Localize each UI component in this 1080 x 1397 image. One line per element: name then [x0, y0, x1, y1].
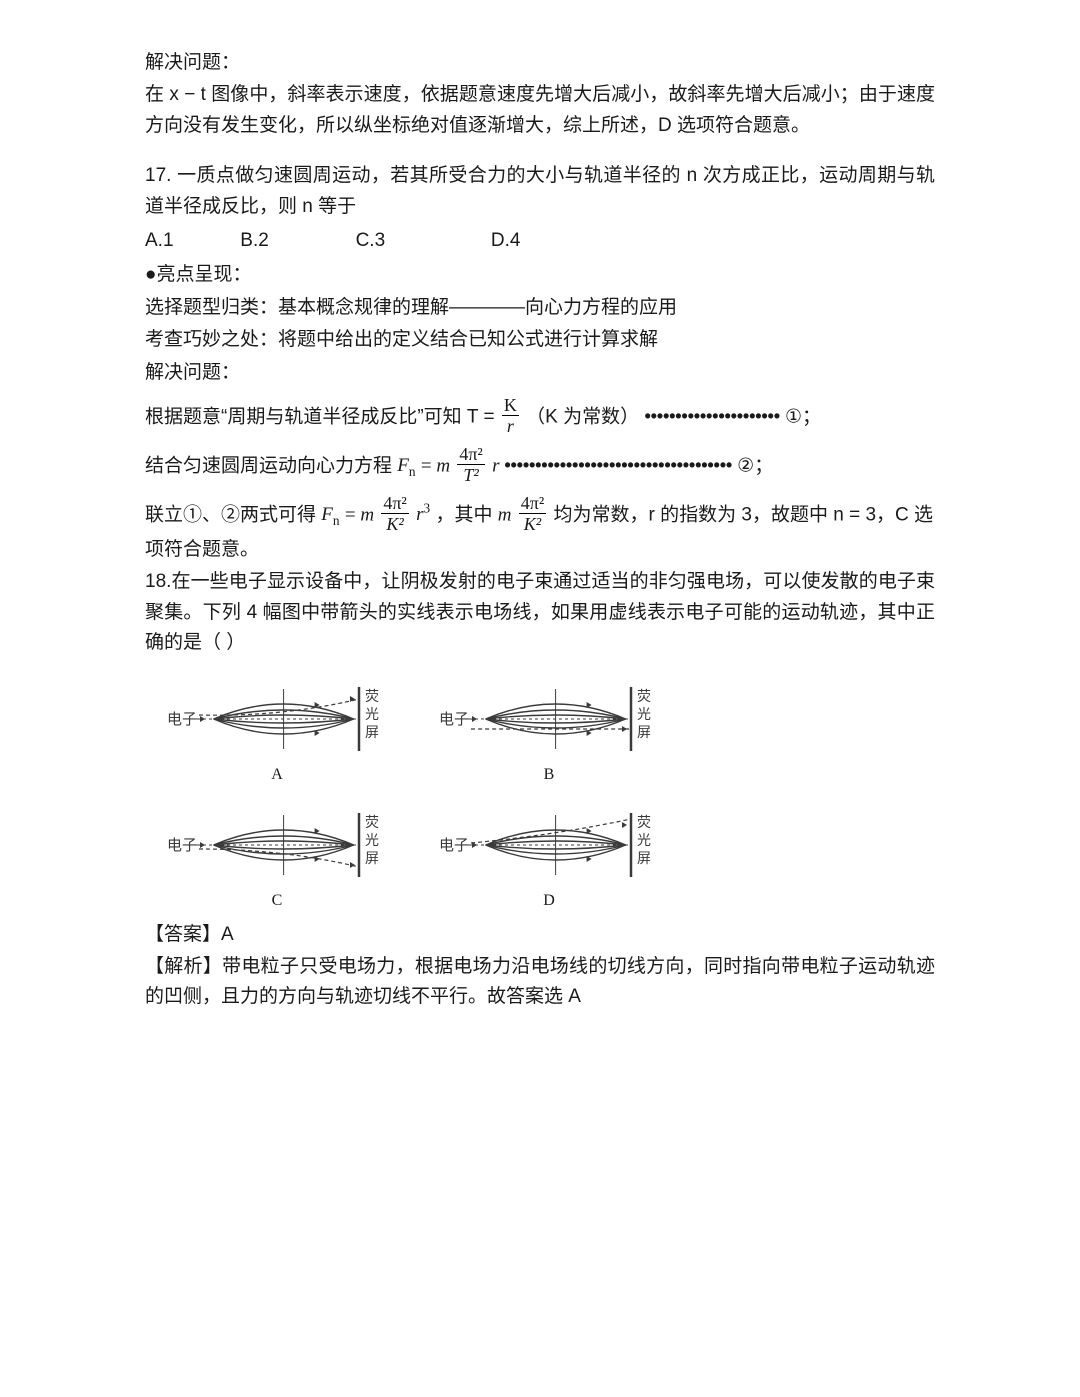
- analysis-text: 带电粒子只受电场力，根据电场力沿电场线的切线方向，同时指向带电粒子运动轨迹的凹侧…: [145, 956, 935, 1007]
- dots: •••••••••••••••••••••••••••••••••••••: [504, 455, 732, 476]
- svg-text:光: 光: [365, 707, 379, 723]
- svg-text:屏: 屏: [637, 726, 651, 741]
- q18-stem: 18.在一些电子显示设备中，让阴极发射的电子束通过适当的非匀强电场，可以使发散的…: [145, 567, 935, 658]
- svg-text:荧: 荧: [637, 814, 651, 831]
- svg-text:电子: 电子: [439, 711, 469, 728]
- figure-cell: 电子 荧光屏 C: [153, 800, 401, 914]
- q17-opt-a: A.1: [145, 226, 235, 256]
- q17-options: A.1 B.2 C.3 D.4: [145, 226, 935, 256]
- figure-label: B: [544, 762, 555, 788]
- r-cubed: r3: [416, 504, 430, 525]
- q17-line1-post: （K 为常数）: [526, 406, 639, 427]
- figure-label: A: [271, 762, 283, 788]
- q17-solve-label: 解决问题：: [145, 358, 935, 388]
- section-a-heading: 解决问题：: [145, 48, 935, 78]
- q17-line2-pre: 结合匀速圆周运动向心力方程: [145, 455, 392, 476]
- q18-figures: 电子荧光屏A电子荧光屏B电子荧光屏C电子荧光屏D: [153, 674, 673, 913]
- svg-text:屏: 屏: [637, 852, 651, 867]
- q17-line3-frac1: 4π² K²: [381, 494, 408, 533]
- page: 解决问题： 在 x − t 图像中，斜率表示速度，依据题意速度先增大后减小，故斜…: [0, 0, 1080, 1397]
- svg-text:电子: 电子: [439, 837, 469, 854]
- q17-line2-circ: ②；: [737, 455, 773, 476]
- q17-line3-frac2: 4π² K²: [519, 494, 546, 533]
- q17-stem: 17. 一质点做匀速圆周运动，若其所受合力的大小与轨道半径的 n 次方成正比，运…: [145, 161, 935, 222]
- fn-symbol: Fn: [397, 455, 415, 476]
- q17-line2-frac: 4π² T²: [457, 445, 484, 484]
- q18-answer-row: 【答案】A: [145, 920, 935, 950]
- svg-text:荧: 荧: [365, 814, 379, 831]
- svg-text:电子: 电子: [167, 711, 197, 728]
- figure-label: D: [543, 888, 555, 914]
- q17-opt-d: D.4: [491, 226, 521, 256]
- figure-cell: 电子 荧光屏 D: [425, 800, 673, 914]
- q17-line1-pre: 根据题意“周期与轨道半径成反比”可知 T =: [145, 406, 495, 427]
- figure-cell: 电子 荧光屏 B: [425, 674, 673, 788]
- q17-line3: 联立①、②两式可得 Fn = m 4π² K² r3 ，其中 m 4π² K² …: [145, 496, 935, 535]
- q17-line3-pre: 联立①、②两式可得: [145, 504, 316, 525]
- q17-line1: 根据题意“周期与轨道半径成反比”可知 T = K r （K 为常数） •••••…: [145, 398, 935, 437]
- fn-symbol: Fn: [321, 504, 339, 525]
- field-diagram-svg: 电子 荧光屏: [167, 800, 387, 890]
- analysis-label: 【解析】: [145, 956, 222, 977]
- q17-opt-b: B.2: [240, 226, 350, 256]
- field-diagram-svg: 电子 荧光屏: [167, 674, 387, 764]
- answer-value: A: [221, 924, 234, 945]
- svg-text:屏: 屏: [365, 726, 379, 741]
- svg-text:荧: 荧: [637, 688, 651, 705]
- field-diagram-svg: 电子 荧光屏: [439, 800, 659, 890]
- section-a-body: 在 x − t 图像中，斜率表示速度，依据题意速度先增大后减小，故斜率先增大后减…: [145, 80, 935, 141]
- svg-text:屏: 屏: [365, 852, 379, 867]
- figure-cell: 电子 荧光屏 A: [153, 674, 401, 788]
- field-diagram-svg: 电子 荧光屏: [439, 674, 659, 764]
- figure-label: C: [272, 888, 283, 914]
- q17-line1-circ: ①；: [785, 406, 821, 427]
- q17-opt-c: C.3: [356, 226, 486, 256]
- svg-text:电子: 电子: [167, 837, 197, 854]
- q17-classification: 选择题型归类：基本概念规律的理解————向心力方程的应用: [145, 293, 935, 323]
- q17-line2: 结合匀速圆周运动向心力方程 Fn = m 4π² T² r ••••••••••…: [145, 447, 935, 486]
- svg-text:光: 光: [637, 833, 651, 849]
- q17-line3-tail: 项符合题意。: [145, 535, 935, 565]
- q18-analysis: 【解析】带电粒子只受电场力，根据电场力沿电场线的切线方向，同时指向带电粒子运动轨…: [145, 952, 935, 1013]
- gap: [145, 143, 935, 161]
- q17-highlight-label: ●亮点呈现：: [145, 260, 935, 290]
- svg-text:荧: 荧: [365, 688, 379, 705]
- svg-text:光: 光: [365, 833, 379, 849]
- q17-tricky: 考查巧妙之处：将题中给出的定义结合已知公式进行计算求解: [145, 325, 935, 355]
- dots: ••••••••••••••••••••••: [644, 406, 779, 427]
- answer-label: 【答案】: [145, 924, 221, 945]
- svg-text:光: 光: [637, 707, 651, 723]
- q17-line1-frac: K r: [502, 396, 519, 435]
